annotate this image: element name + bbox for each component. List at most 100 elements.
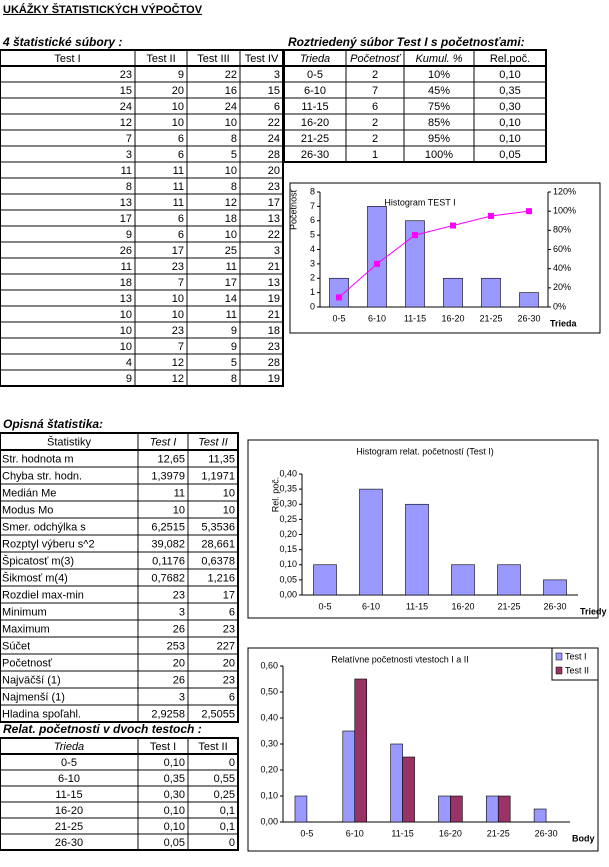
cell-text: 8 bbox=[126, 181, 132, 193]
cell-text: 24 bbox=[120, 101, 132, 113]
cell-text: 2 bbox=[372, 69, 378, 81]
cell-text: 8 bbox=[231, 181, 237, 193]
cell-text: 0,10 bbox=[499, 69, 520, 81]
cell-text: 23 bbox=[172, 261, 184, 273]
y2-tick-label: 60% bbox=[553, 244, 571, 254]
y-tick-label: 0,30 bbox=[260, 738, 278, 748]
cell-text: 2,5055 bbox=[201, 708, 235, 720]
cell-text: 9 bbox=[231, 341, 237, 353]
table-cell bbox=[0, 97, 136, 115]
cell-text: 6 bbox=[372, 101, 378, 113]
cell-text: 0,55 bbox=[214, 773, 235, 785]
cell-text: 17 bbox=[225, 277, 237, 289]
cell-text: 0,05 bbox=[164, 837, 185, 849]
cell-text: 7 bbox=[126, 133, 132, 145]
cell-text: Šikmosť m(4) bbox=[2, 571, 68, 584]
x-tick-label: 0-5 bbox=[332, 313, 345, 323]
cell-text: 10 bbox=[173, 504, 185, 516]
column-header: Test I bbox=[150, 741, 176, 753]
cell-text: 22 bbox=[268, 229, 280, 241]
cell-text: 1,1971 bbox=[201, 470, 235, 482]
cell-text: 9 bbox=[126, 373, 132, 385]
table-cell bbox=[0, 193, 136, 211]
chart-title: Relatívne početnosti vtestoch I a II bbox=[331, 654, 469, 664]
cell-text: 28 bbox=[268, 149, 280, 161]
y-tick-label: 0,25 bbox=[279, 514, 297, 524]
cell-text: 23 bbox=[173, 589, 185, 601]
cell-text: 0,10 bbox=[164, 805, 185, 817]
cell-text: 3 bbox=[179, 691, 185, 703]
table-cell bbox=[0, 161, 136, 179]
cell-text: 11 bbox=[173, 165, 184, 177]
x-tick-label: 6-10 bbox=[362, 601, 380, 611]
cell-text: 11 bbox=[226, 309, 237, 321]
table-cell bbox=[0, 337, 136, 355]
x-tick-label: 16-20 bbox=[451, 601, 474, 611]
chart: Relatívne početnosti vtestoch I a II 0,00… bbox=[247, 647, 599, 852]
x-tick-label: 26-30 bbox=[535, 828, 558, 838]
x-tick-label: 16-20 bbox=[441, 313, 464, 323]
chart: Histogram relat. početností (Test I) 0,00… bbox=[247, 439, 607, 619]
x-tick-label: 26-30 bbox=[543, 601, 566, 611]
cell-text: 100% bbox=[425, 149, 453, 161]
chart: Histogram TEST I0123456780%20%40%60%80%1… bbox=[288, 182, 601, 334]
cell-text: 18 bbox=[268, 325, 280, 337]
cell-text: 10 bbox=[172, 117, 184, 129]
cell-text: 10 bbox=[223, 487, 235, 499]
table-cell bbox=[0, 321, 136, 339]
y2-tick-label: 40% bbox=[553, 263, 571, 273]
legend bbox=[551, 647, 599, 681]
cell-text: 22 bbox=[225, 69, 237, 81]
cell-text: 18 bbox=[120, 277, 132, 289]
cell-text: 0 bbox=[229, 837, 235, 849]
cell-text: 5,3536 bbox=[201, 521, 235, 533]
cell-text: 8 bbox=[231, 133, 237, 145]
marker bbox=[488, 212, 494, 219]
cell-text: 45% bbox=[428, 85, 450, 97]
cell-text: 17 bbox=[223, 589, 235, 601]
column-header: Test II bbox=[198, 436, 228, 448]
cell-text: 0,25 bbox=[214, 789, 235, 801]
cell-text: 1,3979 bbox=[151, 470, 185, 482]
cell-text: 10 bbox=[225, 165, 237, 177]
y-axis-label: Početnosť bbox=[288, 188, 298, 230]
cell-text: 0,10 bbox=[499, 117, 520, 129]
cell-text: Rozdiel max-min bbox=[2, 589, 84, 601]
y-tick-label: 0,20 bbox=[260, 764, 278, 774]
bar bbox=[438, 795, 451, 823]
y-tick-label: 2 bbox=[310, 273, 315, 283]
y-tick-label: 0,30 bbox=[279, 499, 297, 509]
x-tick-label: 21-25 bbox=[497, 601, 520, 611]
x-tick-label: 6-10 bbox=[346, 828, 364, 838]
cell-text: 1,216 bbox=[207, 572, 235, 584]
table-cell bbox=[0, 257, 136, 275]
cell-text: 85% bbox=[428, 117, 450, 129]
table-cell bbox=[0, 305, 136, 323]
table-cell bbox=[0, 353, 136, 371]
column-header: Test I bbox=[54, 53, 80, 65]
cell-text: 0,1 bbox=[220, 805, 235, 817]
cell-text: 21 bbox=[268, 309, 280, 321]
cell-text: 17 bbox=[172, 245, 184, 257]
cell-text: Modus Mo bbox=[2, 504, 53, 516]
y-tick-label: 0,00 bbox=[279, 589, 297, 599]
cell-text: 0,30 bbox=[499, 101, 520, 113]
x-tick-label: 11-15 bbox=[406, 601, 428, 611]
cell-text: 11 bbox=[121, 261, 132, 273]
cell-text: 16-20 bbox=[301, 117, 329, 129]
cell-text: Minimum bbox=[2, 606, 47, 618]
marker bbox=[526, 208, 532, 215]
cell-text: 26-30 bbox=[55, 837, 83, 849]
cell-text: 5 bbox=[231, 357, 237, 369]
column-header: Štatistiky bbox=[47, 435, 92, 448]
cell-text: 20 bbox=[172, 85, 184, 97]
cell-text: Súčet bbox=[2, 640, 30, 652]
table-cell bbox=[0, 241, 136, 259]
column-header: Trieda bbox=[300, 53, 330, 65]
y-tick-label: 0,10 bbox=[260, 790, 278, 800]
cell-text: 26-30 bbox=[301, 149, 329, 161]
y-tick-label: 0 bbox=[310, 301, 315, 311]
cell-text: 0,10 bbox=[164, 757, 185, 769]
cell-text: 10 bbox=[120, 341, 132, 353]
bar bbox=[533, 808, 547, 823]
